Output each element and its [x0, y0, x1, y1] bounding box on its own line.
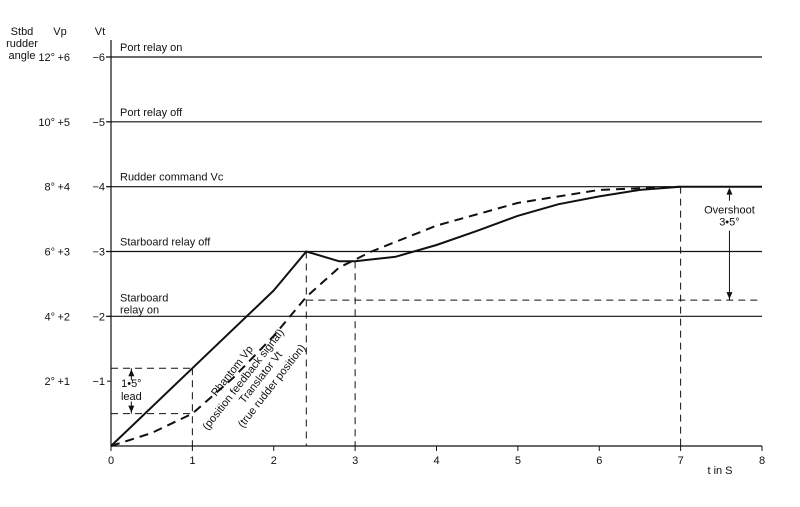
lead-sub-label: lead — [121, 391, 142, 403]
y-tick-deg-3: 8° — [44, 182, 55, 194]
lead-label: 1•5° — [121, 378, 142, 390]
y-tick-vt-0: −1 — [92, 376, 105, 388]
x-tick-label-4: 4 — [433, 455, 439, 467]
vt-header: Vt — [95, 26, 105, 38]
x-tick-label-3: 3 — [352, 455, 358, 467]
y-tick-deg-2: 6° — [44, 247, 55, 259]
x-tick-label-2: 2 — [271, 455, 277, 467]
x-axis-label: t in S — [707, 465, 732, 477]
stbd-header-line-1: Stbd — [11, 26, 34, 38]
series-line-0 — [110, 185, 762, 447]
y-tick-deg-4: 10° — [38, 117, 55, 129]
x-tick-label-7: 7 — [678, 455, 684, 467]
y-tick-vt-4: −5 — [92, 117, 105, 129]
y-tick-vp-5: +6 — [57, 52, 70, 64]
y-tick-vp-3: +4 — [57, 182, 70, 194]
level-label-4-1: relay on — [120, 304, 159, 316]
overshoot-sub-label: 3•5° — [719, 217, 740, 229]
y-tick-deg-0: 2° — [44, 376, 55, 388]
y-tick-deg-5: 12° — [38, 52, 55, 64]
vp-header: Vp — [53, 26, 66, 38]
annotations: Phantom Vp(position feedback signal)Tran… — [121, 187, 755, 433]
x-tick-label-6: 6 — [596, 455, 602, 467]
x-tick-labels: 0 1 2 3 4 5 6 7 8 — [108, 446, 765, 467]
stbd-header-line-2: rudder — [6, 38, 38, 50]
overshoot-label: Overshoot — [704, 205, 755, 217]
y-tick-vt-3: −4 — [92, 182, 105, 194]
lead-arrow-top-head — [128, 369, 135, 377]
level-label-3: Starboard relay off — [120, 237, 211, 249]
reference-lines — [111, 186, 762, 446]
overshoot-arrow-top-head — [726, 187, 733, 195]
y-tick-vp-1: +2 — [57, 311, 70, 323]
y-tick-vt-5: −6 — [92, 52, 105, 64]
level-label-0: Port relay on — [120, 42, 182, 54]
x-tick-label-0: 0 — [108, 455, 114, 467]
y-tick-vt-1: −2 — [92, 311, 105, 323]
x-tick-label-5: 5 — [515, 455, 521, 467]
y-tick-labels: −1 +12° −2 +24° −3 +36° −4 +48° −5 +510° −6 +612° — [38, 52, 111, 388]
y-tick-vp-4: +5 — [57, 117, 70, 129]
y-tick-vp-0: +1 — [57, 376, 70, 388]
series-lines — [110, 185, 762, 447]
lead-arrow-bottom-head — [128, 405, 135, 413]
series-line-1 — [110, 185, 681, 447]
axis-headers: Stbd rudder angle Vp Vt — [6, 26, 105, 62]
x-tick-label-8: 8 — [759, 455, 765, 467]
y-tick-deg-1: 4° — [44, 311, 55, 323]
level-label-4-0: Starboard — [120, 292, 168, 304]
overshoot-arrow-bottom-head — [726, 292, 733, 300]
level-label-1: Port relay off — [120, 107, 183, 119]
level-lines: Port relay on Port relay off Rudder comman… — [106, 42, 762, 317]
y-tick-vt-2: −3 — [92, 247, 105, 259]
level-label-2: Rudder command Vc — [120, 172, 224, 184]
x-tick-label-1: 1 — [189, 455, 195, 467]
stbd-header-line-3: angle — [9, 50, 36, 62]
y-tick-vp-2: +3 — [57, 247, 70, 259]
